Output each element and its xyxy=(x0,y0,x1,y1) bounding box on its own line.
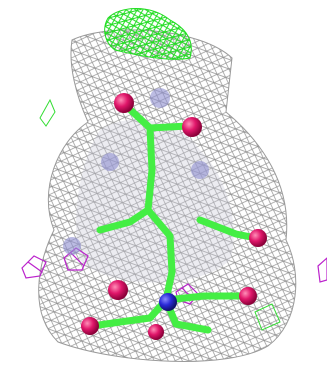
green-density-mesh xyxy=(104,8,192,60)
oxygen-atoms xyxy=(81,93,267,340)
purple-atoms xyxy=(63,88,209,255)
green-mesh-fragment xyxy=(39,98,281,331)
nitrogen-atom xyxy=(159,293,177,311)
stick-model xyxy=(88,100,260,334)
gray-density-mesh xyxy=(38,29,297,362)
